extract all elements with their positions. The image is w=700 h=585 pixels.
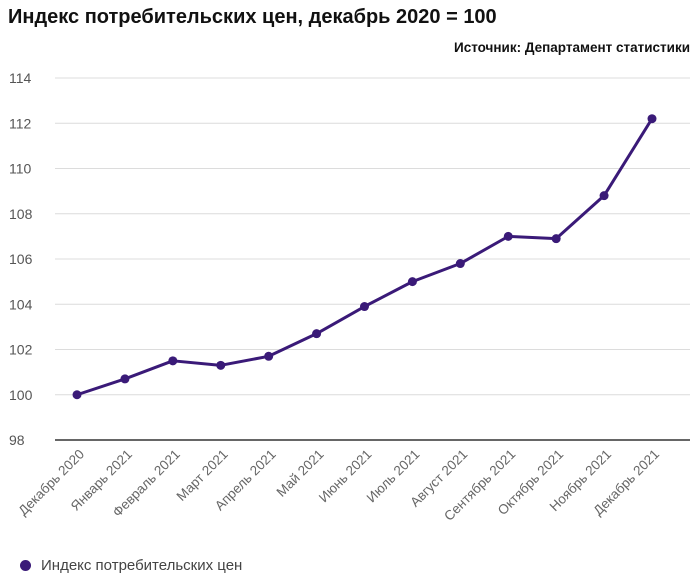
y-tick-label: 104 xyxy=(9,296,33,312)
y-tick-label: 102 xyxy=(9,342,33,358)
y-tick-label: 98 xyxy=(9,432,25,448)
y-tick-label: 108 xyxy=(9,206,33,222)
grid-lines xyxy=(55,77,690,441)
series-layer xyxy=(72,114,657,400)
data-point xyxy=(599,191,609,201)
data-point xyxy=(168,356,178,366)
data-point xyxy=(360,302,369,312)
chart-source: Источник: Департамент статистики xyxy=(453,40,690,55)
y-tick-label: 114 xyxy=(9,70,32,86)
data-point xyxy=(503,231,513,241)
data-point xyxy=(264,351,274,361)
data-point xyxy=(216,360,226,370)
chart-title: Индекс потребительских цен, декабрь 2020… xyxy=(8,6,497,28)
series-line xyxy=(75,117,654,397)
y-tick-label: 106 xyxy=(9,251,33,267)
data-point xyxy=(407,277,417,287)
data-point xyxy=(72,390,82,400)
data-point xyxy=(120,374,130,384)
line-chart: 98 100 102 104 106 108 110 112 114 Декабрь 2020Я… xyxy=(9,70,690,524)
data-point xyxy=(647,114,657,124)
y-tick-label: 110 xyxy=(9,161,32,177)
legend-marker xyxy=(20,560,31,571)
y-tick-label: 112 xyxy=(9,115,32,131)
legend-label: Индекс потребительских цен xyxy=(41,557,243,574)
y-tick-label: 100 xyxy=(9,387,33,403)
legend: Индекс потребительских цен xyxy=(20,557,242,574)
y-axis-ticks: 98 100 102 104 106 108 110 112 114 xyxy=(9,70,33,448)
data-point xyxy=(455,259,465,269)
data-point xyxy=(312,329,322,339)
data-point xyxy=(551,234,561,244)
